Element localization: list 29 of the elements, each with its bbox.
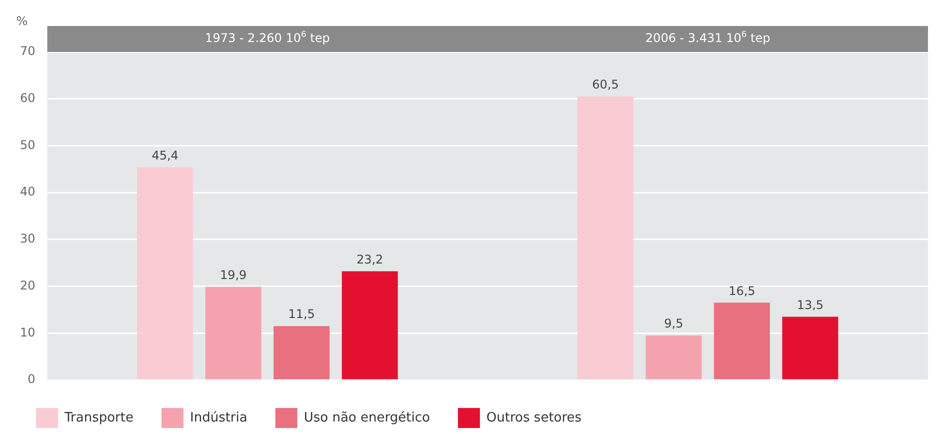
data-label: 60,5 bbox=[592, 78, 619, 92]
bar bbox=[205, 286, 262, 380]
y-tick-label: 60 bbox=[20, 90, 36, 105]
data-label: 16,5 bbox=[728, 284, 756, 298]
data-label: 9,5 bbox=[664, 316, 684, 331]
bar bbox=[646, 335, 702, 380]
y-tick-label: 50 bbox=[20, 138, 36, 152]
bar bbox=[714, 302, 770, 380]
bar bbox=[782, 316, 838, 380]
y-tick-label: 20 bbox=[20, 278, 36, 292]
data-label: 19,9 bbox=[220, 268, 247, 282]
data-label: 23,2 bbox=[356, 252, 384, 266]
y-tick-label: 0 bbox=[28, 372, 36, 386]
bar bbox=[137, 167, 194, 380]
bar bbox=[342, 271, 398, 380]
y-tick-label: 30 bbox=[20, 232, 36, 246]
legend-label: Transporte bbox=[64, 410, 134, 426]
data-label: 13,5 bbox=[796, 298, 824, 312]
y-tick-label: 40 bbox=[20, 184, 36, 199]
y-axis-title: % bbox=[16, 14, 28, 28]
data-label: 45,4 bbox=[152, 148, 178, 162]
data-label: 11,5 bbox=[288, 307, 315, 322]
y-tick-label: 70 bbox=[20, 44, 36, 58]
legend-label: Outros setores bbox=[486, 410, 582, 426]
y-tick-label: 10 bbox=[20, 325, 36, 340]
bar bbox=[577, 96, 634, 380]
legend-label: Uso não energético bbox=[304, 410, 430, 426]
bar bbox=[274, 326, 330, 380]
legend-label: Indústria bbox=[190, 410, 248, 426]
